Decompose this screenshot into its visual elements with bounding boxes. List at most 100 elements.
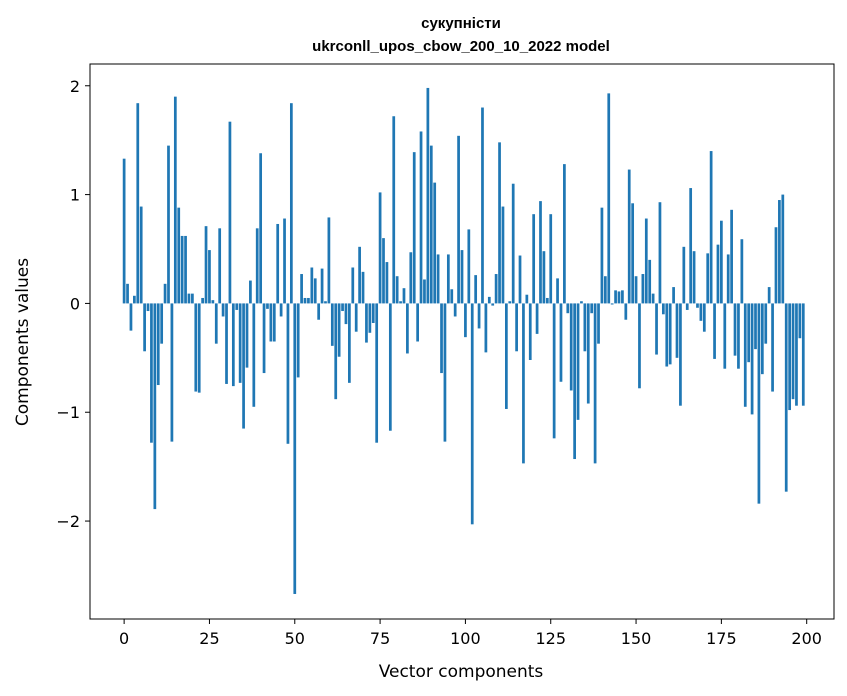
bar-182 (743, 303, 747, 407)
bar-5 (139, 206, 143, 304)
bar-75 (378, 192, 382, 304)
bar-58 (320, 268, 324, 304)
bar-45 (276, 223, 280, 304)
bar-199 (801, 303, 805, 406)
bar-55 (310, 267, 314, 304)
bar-31 (228, 121, 232, 304)
bar-172 (709, 151, 713, 304)
bar-33 (235, 303, 239, 310)
bar-150 (634, 276, 638, 304)
bar-174 (716, 244, 720, 304)
bar-130 (566, 303, 570, 314)
y-tick-label: 2 (70, 77, 80, 96)
bar-131 (569, 303, 573, 391)
bar-137 (590, 303, 594, 314)
bar-71 (365, 303, 368, 343)
bar-155 (651, 293, 655, 304)
bar-104 (477, 303, 481, 329)
bar-97 (453, 303, 457, 317)
bar-186 (757, 303, 761, 504)
x-axis-label: Vector components (379, 662, 544, 682)
bar-49 (289, 103, 293, 304)
bar-18 (184, 235, 187, 304)
bar-41 (262, 303, 266, 374)
bar-21 (194, 303, 198, 392)
bar-89 (426, 87, 430, 304)
bar-118 (525, 294, 529, 304)
x-tick-label: 200 (791, 629, 822, 648)
bar-64 (341, 303, 344, 312)
bar-72 (368, 303, 372, 333)
bar-196 (791, 303, 795, 400)
y-tick-label: −1 (56, 403, 80, 422)
bar-185 (754, 303, 757, 350)
bar-119 (528, 303, 532, 360)
bar-28 (218, 228, 222, 304)
bar-154 (648, 259, 652, 304)
bar-158 (661, 303, 665, 315)
bar-52 (300, 274, 303, 304)
bar-39 (255, 228, 259, 304)
bar-73 (371, 303, 375, 323)
bar-79 (392, 116, 396, 304)
bar-101 (467, 229, 471, 304)
bar-160 (668, 303, 672, 365)
bar-113 (508, 301, 512, 304)
bar-181 (740, 239, 744, 304)
bar-187 (760, 303, 764, 375)
bar-30 (225, 303, 228, 384)
bar-59 (324, 301, 327, 304)
bar-80 (395, 276, 399, 304)
bar-139 (597, 303, 600, 344)
bar-142 (607, 93, 611, 304)
bar-56 (313, 278, 317, 304)
bar-40 (259, 153, 263, 304)
x-axis-ticks: 0 25 50 75 100 125 150 175 200 (119, 619, 822, 648)
bar-62 (334, 303, 338, 400)
x-tick-label: 125 (535, 629, 566, 648)
bar-163 (679, 303, 682, 406)
x-tick-label: 175 (706, 629, 737, 648)
bar-115 (515, 303, 518, 352)
bar-57 (317, 303, 321, 320)
bar-2 (129, 303, 133, 331)
bar-19 (187, 293, 191, 304)
bar-42 (266, 303, 269, 309)
bar-44 (272, 303, 276, 342)
bar-152 (641, 274, 645, 304)
bar-190 (771, 303, 774, 392)
bar-10 (156, 303, 160, 386)
bar-153 (644, 218, 648, 304)
bar-123 (542, 251, 546, 304)
bar-48 (286, 303, 290, 444)
bar-51 (296, 303, 300, 378)
bar-191 (774, 227, 778, 304)
bar-8 (150, 303, 153, 443)
bar-110 (498, 142, 501, 304)
bar-37 (249, 280, 252, 304)
bar-17 (180, 235, 184, 304)
x-tick-label: 50 (285, 629, 305, 648)
bar-111 (501, 206, 505, 304)
bar-120 (532, 214, 536, 304)
bar-188 (764, 303, 768, 344)
bar-series (122, 87, 805, 594)
bar-46 (279, 303, 283, 317)
bar-88 (423, 279, 426, 304)
bar-151 (638, 303, 641, 389)
bar-20 (191, 293, 194, 304)
bar-140 (600, 207, 604, 304)
bar-76 (382, 238, 385, 304)
y-tick-label: 0 (70, 294, 80, 313)
bar-13 (167, 145, 170, 304)
bar-184 (750, 303, 754, 415)
bar-147 (624, 303, 628, 320)
bar-149 (631, 203, 635, 304)
bar-146 (621, 290, 624, 304)
chart-subtitle: ukrconll_upos_cbow_200_10_2022 model (312, 38, 610, 55)
bar-61 (330, 303, 334, 346)
plot-frame (89, 63, 835, 620)
bar-26 (211, 300, 215, 304)
bar-27 (214, 303, 218, 344)
bar-122 (539, 201, 542, 304)
